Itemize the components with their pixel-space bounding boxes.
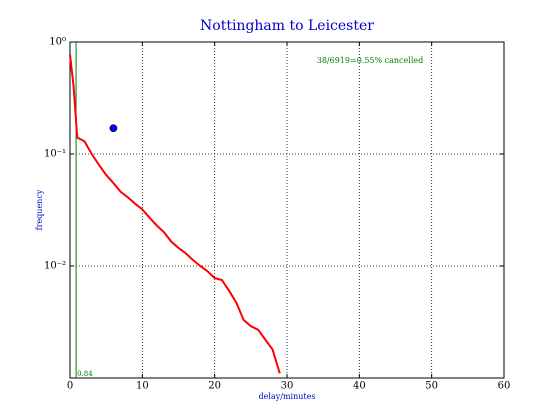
y-tick-label: 10⁻² [44, 261, 66, 272]
x-tick-label: 20 [208, 381, 221, 392]
y-axis-label: frequency [35, 189, 44, 230]
annotation: 38/6919=0.55% cancelled [317, 56, 423, 65]
x-tick-label: 50 [425, 381, 438, 392]
chart-title: Nottingham to Leicester [200, 18, 374, 34]
threshold-label: 0.84 [77, 370, 93, 378]
x-tick-label: 60 [498, 381, 511, 392]
x-tick-label: 0 [67, 381, 73, 392]
y-tick-label: 10⁰ [49, 37, 66, 48]
plot-frame [69, 41, 505, 379]
data-line [69, 54, 281, 374]
y-tick-label: 10⁻¹ [44, 149, 66, 160]
x-tick-label: 40 [353, 381, 366, 392]
x-tick-label: 30 [281, 381, 294, 392]
x-tick-label: 10 [136, 381, 149, 392]
x-axis-label: delay/minutes [259, 392, 316, 401]
data-point [109, 124, 118, 133]
